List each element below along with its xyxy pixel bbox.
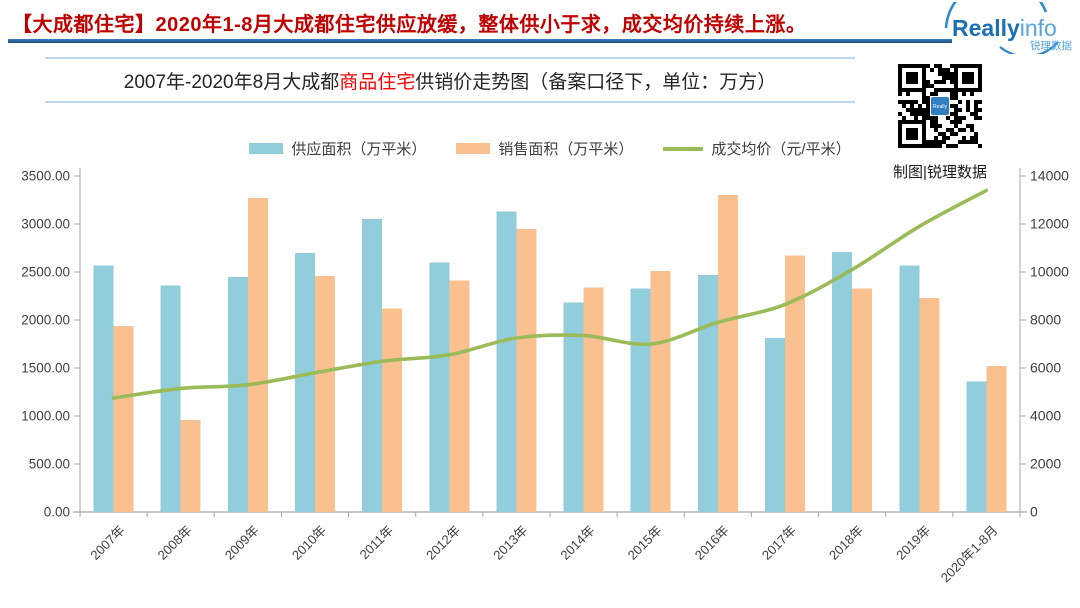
bar-s0-2020年1-8月 xyxy=(966,381,987,512)
x-axis-label: 2017年 xyxy=(759,523,799,563)
x-axis-label: 2011年 xyxy=(357,523,397,563)
chart-title-highlight: 商品住宅 xyxy=(339,71,416,93)
chart-title: 2007年-2020年8月大成都 商品住宅 供销价走势图（备案口径下，单位：万方） xyxy=(45,57,855,103)
bar-s0-2015年 xyxy=(630,288,651,512)
x-axis-label: 2009年 xyxy=(222,523,262,563)
left-axis-label: 1500.00 xyxy=(21,361,70,376)
x-axis-label: 2013年 xyxy=(490,523,530,563)
bar-s1-2008年 xyxy=(180,419,201,512)
bar-s0-2016年 xyxy=(697,274,718,512)
bar-s1-2016年 xyxy=(717,195,738,512)
right-axis-label: 14000 xyxy=(1030,168,1069,184)
right-axis-label: 10000 xyxy=(1030,264,1069,280)
supply-legend-label: 供应面积（万平米） xyxy=(291,141,427,158)
x-axis-label: 2018年 xyxy=(826,523,866,563)
header-divider xyxy=(8,39,952,43)
left-axis-label: 2500.00 xyxy=(21,265,70,280)
bar-s0-2017年 xyxy=(765,338,785,512)
bar-s1-2013年 xyxy=(516,228,537,513)
bar-s0-2014年 xyxy=(563,302,584,512)
bar-s1-2018年 xyxy=(852,288,873,512)
logo-text: Reallyinfo xyxy=(952,15,1057,41)
reallyinfo-logo: Reallyinfo 锐理数据 xyxy=(944,2,1072,54)
left-axis-label: 1000.00 xyxy=(21,409,70,424)
bar-s1-2017年 xyxy=(785,255,805,512)
price-legend-swatch xyxy=(663,146,704,151)
bar-s0-2019年 xyxy=(899,265,920,512)
left-axis-label: 3500.00 xyxy=(21,169,70,184)
x-axis-label: 2020年1-8月 xyxy=(938,523,1001,586)
x-axis-label: 2019年 xyxy=(893,523,933,563)
bar-s0-2018年 xyxy=(832,251,853,512)
bar-s1-2007年 xyxy=(113,325,134,512)
qr-code: Really xyxy=(898,64,982,148)
right-axis-label: 0 xyxy=(1030,504,1038,520)
right-axis-label: 4000 xyxy=(1030,408,1061,424)
x-axis-label: 2007年 xyxy=(87,523,127,563)
x-axis-label: 2008年 xyxy=(155,523,195,563)
x-axis-label: 2010年 xyxy=(289,523,329,563)
price-legend-label: 成交均价（元/平米） xyxy=(711,141,851,158)
chart-legend: 供应面积（万平米） 销售面积（万平米） 成交均价（元/平米） xyxy=(80,138,1020,159)
x-axis-label: 2012年 xyxy=(423,523,463,563)
svg-text:Really: Really xyxy=(933,104,947,110)
bar-s0-2011年 xyxy=(362,219,383,512)
bar-s0-2008年 xyxy=(160,285,181,512)
right-axis-label: 2000 xyxy=(1030,456,1061,472)
qr-caption: 制图|锐理数据 xyxy=(893,164,987,181)
bar-s1-2015年 xyxy=(650,271,671,512)
bar-s1-2020年1-8月 xyxy=(986,366,1007,512)
chart-title-prefix: 2007年-2020年8月大成都 xyxy=(123,71,340,93)
left-axis-label: 2000.00 xyxy=(21,313,70,328)
bar-s0-2007年 xyxy=(93,265,114,512)
legend-item-sales: 销售面积（万平米） xyxy=(456,138,633,159)
bar-s1-2010年 xyxy=(315,275,335,512)
price-line xyxy=(111,188,989,400)
sales-legend-swatch xyxy=(456,143,491,154)
legend-item-supply: 供应面积（万平米） xyxy=(249,138,426,159)
bar-s0-2013年 xyxy=(496,211,517,512)
logo-globe-arc-bottom xyxy=(999,41,1059,54)
bar-s1-2011年 xyxy=(382,308,403,512)
left-axis-label: 3000.00 xyxy=(21,217,70,232)
qr-block: Really 制图|锐理数据 xyxy=(884,60,996,182)
page-headline: 【大成都住宅】2020年1-8月大成都住宅供应放缓，整体供小于求，成交均价持续上… xyxy=(12,14,807,36)
bar-s1-2019年 xyxy=(919,297,940,512)
left-axis-label: 0.00 xyxy=(44,505,70,520)
supply-legend-swatch xyxy=(249,143,284,154)
bar-s1-2014年 xyxy=(583,287,604,512)
sales-legend-label: 销售面积（万平米） xyxy=(498,141,634,158)
bar-s1-2012年 xyxy=(449,280,470,512)
bar-s0-2010年 xyxy=(295,252,315,513)
x-axis-label: 2015年 xyxy=(625,523,665,563)
bar-s0-2009年 xyxy=(227,276,248,512)
logo-subtext: 锐理数据 xyxy=(1030,39,1072,52)
x-axis-label: 2016年 xyxy=(692,523,732,563)
bar-s0-2012年 xyxy=(429,262,450,512)
x-axis-label: 2014年 xyxy=(557,523,597,563)
right-axis-label: 6000 xyxy=(1030,360,1061,376)
bar-s1-2009年 xyxy=(247,198,268,512)
right-axis-label: 12000 xyxy=(1030,216,1069,232)
right-axis-label: 8000 xyxy=(1030,312,1061,328)
chart-title-suffix: 供销价走势图（备案口径下，单位：万方） xyxy=(415,71,777,93)
legend-item-price: 成交均价（元/平米） xyxy=(663,138,851,159)
logo-globe-arc-top xyxy=(944,2,1048,29)
left-axis-label: 500.00 xyxy=(29,457,70,472)
